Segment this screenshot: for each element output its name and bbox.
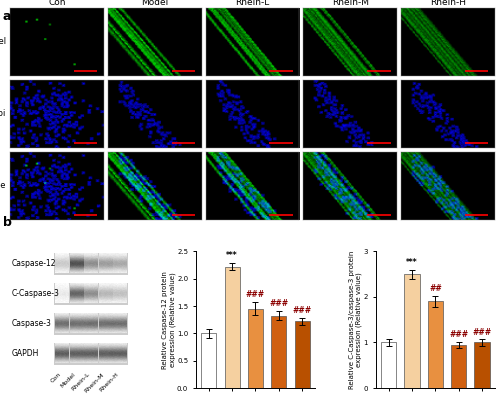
Bar (381, 343, 396, 388)
Text: Model: Model (60, 372, 76, 388)
Text: Rhein-M: Rhein-M (84, 372, 106, 393)
Text: ###: ### (269, 299, 288, 308)
Text: ###: ### (449, 330, 468, 339)
Bar (248, 309, 263, 388)
Text: b: b (2, 216, 12, 229)
Text: Con: Con (50, 372, 62, 384)
Y-axis label: Tunel: Tunel (0, 37, 6, 46)
Text: Caspase-12: Caspase-12 (12, 259, 56, 268)
Title: Model: Model (141, 0, 169, 7)
Bar (54, 253, 128, 274)
Y-axis label: Merge: Merge (0, 181, 6, 190)
Text: Caspase-3: Caspase-3 (12, 319, 51, 328)
Title: Rhein-M: Rhein-M (332, 0, 369, 7)
Text: ###: ### (292, 306, 312, 315)
Y-axis label: Relative C-Caspase-3/caspase-3 protein
expression (Relative value): Relative C-Caspase-3/caspase-3 protein e… (348, 251, 362, 389)
Text: Rhein-L: Rhein-L (70, 372, 91, 392)
Text: ***: *** (226, 251, 238, 259)
Bar (294, 321, 310, 388)
Y-axis label: Relative Caspase-12 protein
expression (Relative value): Relative Caspase-12 protein expression (… (162, 271, 175, 369)
Title: Con: Con (48, 0, 66, 7)
Bar (404, 274, 419, 388)
Bar (428, 301, 443, 388)
Text: ###: ### (246, 290, 265, 299)
Text: GAPDH: GAPDH (12, 349, 38, 358)
Text: ##: ## (429, 284, 442, 293)
Bar (54, 343, 128, 365)
Text: ###: ### (472, 327, 492, 337)
Bar (271, 316, 286, 388)
Bar (202, 333, 216, 388)
Text: C-Caspase-3: C-Caspase-3 (12, 289, 59, 298)
Text: ***: *** (406, 258, 418, 267)
Bar (224, 267, 240, 388)
Bar (54, 313, 128, 335)
Title: Rhein-H: Rhein-H (430, 0, 466, 7)
Bar (451, 345, 466, 388)
Text: Rhein-H: Rhein-H (99, 372, 120, 393)
Bar (474, 343, 490, 388)
Text: a: a (2, 10, 11, 23)
Bar (54, 283, 128, 305)
Title: Rhein-L: Rhein-L (236, 0, 270, 7)
Y-axis label: Dapi: Dapi (0, 109, 6, 118)
